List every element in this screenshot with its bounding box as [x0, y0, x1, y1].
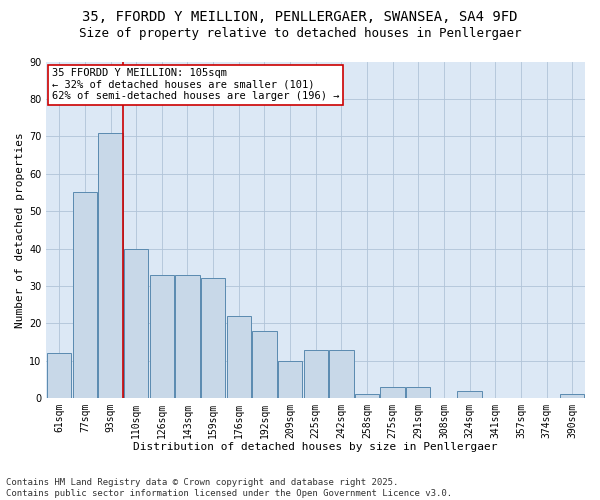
Bar — [149, 275, 174, 398]
Bar — [329, 350, 353, 398]
Text: 35 FFORDD Y MEILLION: 105sqm
← 32% of detached houses are smaller (101)
62% of s: 35 FFORDD Y MEILLION: 105sqm ← 32% of de… — [52, 68, 339, 102]
Bar — [380, 387, 405, 398]
Bar — [47, 354, 71, 398]
Bar — [175, 275, 200, 398]
Bar — [252, 331, 277, 398]
Bar — [98, 132, 123, 398]
Bar — [124, 248, 148, 398]
Bar — [560, 394, 584, 398]
Bar — [201, 278, 225, 398]
Bar — [406, 387, 430, 398]
Bar — [304, 350, 328, 398]
Bar — [278, 361, 302, 398]
Text: 35, FFORDD Y MEILLION, PENLLERGAER, SWANSEA, SA4 9FD: 35, FFORDD Y MEILLION, PENLLERGAER, SWAN… — [82, 10, 518, 24]
Y-axis label: Number of detached properties: Number of detached properties — [15, 132, 25, 328]
Bar — [227, 316, 251, 398]
Bar — [355, 394, 379, 398]
X-axis label: Distribution of detached houses by size in Penllergaer: Distribution of detached houses by size … — [133, 442, 498, 452]
Text: Size of property relative to detached houses in Penllergaer: Size of property relative to detached ho… — [79, 28, 521, 40]
Bar — [73, 192, 97, 398]
Bar — [457, 390, 482, 398]
Text: Contains HM Land Registry data © Crown copyright and database right 2025.
Contai: Contains HM Land Registry data © Crown c… — [6, 478, 452, 498]
